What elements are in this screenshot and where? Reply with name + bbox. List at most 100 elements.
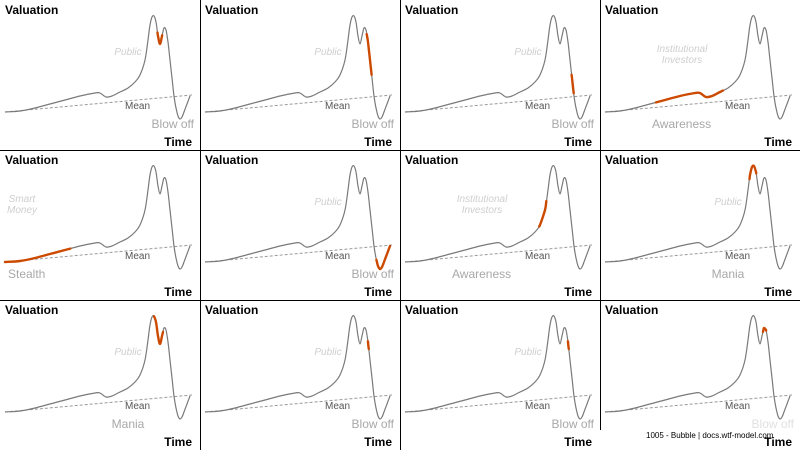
bubble-panel-5: Smart Money Valuation Time Mean Stealth: [0, 150, 200, 300]
phase-label: Blow off: [352, 417, 395, 431]
bubble-chart: Institutional Investors Valuation Time Mean A…: [604, 3, 793, 149]
mean-label: Mean: [725, 101, 750, 112]
y-axis-label: Valuation: [605, 303, 658, 317]
bubble-panel-12: Valuation Time Mean Blow off: [600, 300, 800, 450]
valuation-curve: [404, 164, 591, 270]
mean-trend-line: [4, 244, 193, 263]
highlight-segment: [538, 199, 548, 228]
row-divider: [0, 300, 800, 301]
bubble-panel-8: Public Valuation Time Mean Mania: [600, 150, 800, 300]
y-axis-label: Valuation: [205, 153, 258, 167]
overlay-label: Public: [314, 197, 341, 208]
mean-trend-line: [4, 394, 193, 413]
overlay-label-line: Smart: [9, 194, 37, 205]
mean-label: Mean: [125, 401, 150, 412]
bubble-panel-2: Public Valuation Time Mean Blow off: [200, 0, 400, 150]
phase-label: Blow off: [552, 117, 595, 131]
overlay-label: Public: [514, 47, 541, 58]
x-axis-label: Time: [564, 435, 592, 449]
mean-label: Mean: [325, 401, 350, 412]
bubble-panel-4: Institutional Investors Valuation Time Mean A…: [600, 0, 800, 150]
y-axis-label: Valuation: [205, 3, 258, 17]
phase-label: Mania: [112, 417, 145, 431]
bubble-chart: Institutional Investors Valuation Time Mean A…: [404, 153, 592, 299]
x-axis-label: Time: [564, 135, 592, 149]
overlay-label: Public: [114, 47, 141, 58]
y-axis-label: Valuation: [5, 153, 58, 167]
valuation-curve: [204, 14, 391, 120]
overlay-label-line: Public: [114, 47, 141, 58]
bubble-panel-10: Public Valuation Time Mean Blow off: [200, 300, 400, 450]
overlay-label-line: Institutional: [657, 44, 708, 55]
x-axis-label: Time: [164, 135, 192, 149]
highlight-segment: [375, 244, 392, 271]
column-divider: [600, 0, 601, 430]
y-axis-label: Valuation: [405, 3, 458, 17]
column-divider: [200, 0, 201, 450]
x-axis-label: Time: [164, 285, 192, 299]
mean-trend-line: [204, 94, 393, 113]
phase-label: Awareness: [452, 267, 511, 281]
mean-label: Mean: [325, 101, 350, 112]
overlay-label: Public: [714, 197, 741, 208]
highlight-segment: [761, 326, 768, 334]
overlay-label-line: Public: [514, 47, 541, 58]
phase-label: Blow off: [352, 117, 395, 131]
phase-label: Awareness: [652, 117, 711, 131]
overlay-label-line: Investors: [462, 205, 503, 216]
overlay-label-line: Public: [314, 347, 341, 358]
mean-label: Mean: [525, 101, 550, 112]
phase-label: Blow off: [152, 117, 195, 131]
x-axis-label: Time: [364, 435, 392, 449]
valuation-curve: [4, 164, 191, 270]
phase-label: Stealth: [8, 267, 45, 281]
valuation-curve: [404, 314, 591, 420]
mean-trend-line: [204, 244, 393, 263]
mean-trend-line: [604, 244, 793, 263]
mean-trend-line: [404, 394, 593, 413]
overlay-label-line: Public: [114, 347, 141, 358]
mean-trend-line: [4, 94, 193, 113]
overlay-label: Public: [514, 347, 541, 358]
overlay-label-line: Public: [714, 197, 741, 208]
phase-label: Mania: [712, 267, 745, 281]
column-divider: [400, 0, 401, 450]
bubble-chart: Public Valuation Time Mean Mania: [604, 153, 793, 299]
highlight-segment: [365, 33, 373, 76]
y-axis-label: Valuation: [405, 303, 458, 317]
mean-trend-line: [204, 394, 393, 413]
bubble-panel-7: Institutional Investors Valuation Time Mean A…: [400, 150, 600, 300]
overlay-label-line: Public: [314, 197, 341, 208]
mean-label: Mean: [125, 251, 150, 262]
x-axis-label: Time: [764, 435, 792, 449]
bubble-panel-6: Public Valuation Time Mean Blow off: [200, 150, 400, 300]
highlight-segment: [566, 340, 570, 351]
highlight-segment: [366, 340, 370, 351]
valuation-curve: [204, 314, 391, 420]
y-axis-label: Valuation: [5, 3, 58, 17]
mean-label: Mean: [525, 401, 550, 412]
overlay-label: Public: [114, 347, 141, 358]
bubble-panel-11: Public Valuation Time Mean Blow off: [400, 300, 600, 450]
overlay-label-line: Investors: [662, 55, 703, 66]
valuation-curve: [4, 14, 191, 120]
overlay-label: Institutional Investors: [657, 44, 708, 66]
phase-label: Blow off: [752, 417, 795, 431]
overlay-label: Public: [314, 47, 341, 58]
overlay-label-line: Money: [7, 205, 38, 216]
y-axis-label: Valuation: [5, 303, 58, 317]
bubble-panel-9: Public Valuation Time Mean Mania: [0, 300, 200, 450]
overlay-label: Public: [314, 347, 341, 358]
mean-trend-line: [604, 94, 793, 113]
mean-label: Mean: [725, 401, 750, 412]
highlight-segment: [152, 315, 165, 346]
x-axis-label: Time: [764, 135, 792, 149]
y-axis-label: Valuation: [605, 153, 658, 167]
bubble-panel-1: Public Valuation Time Mean Blow off: [0, 0, 200, 150]
mean-label: Mean: [125, 101, 150, 112]
